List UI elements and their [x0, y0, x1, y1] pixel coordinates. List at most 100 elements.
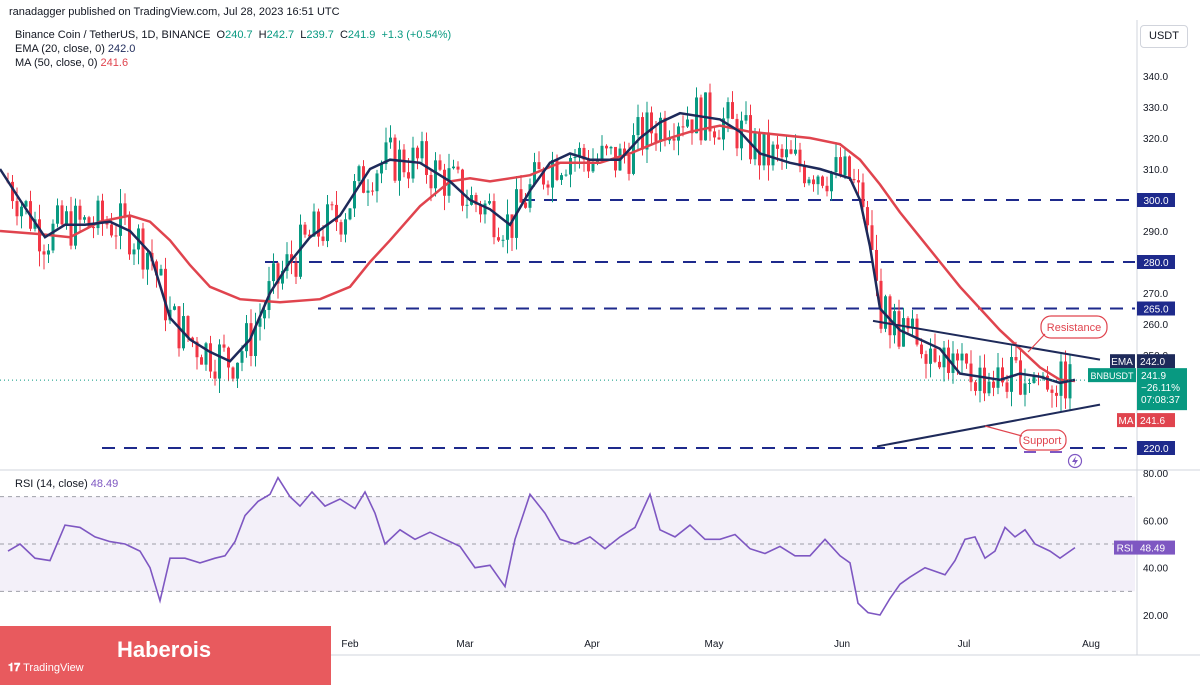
candle-body: [560, 175, 563, 180]
candle-body: [47, 250, 50, 255]
ohlc-l-value: 239.7: [306, 29, 334, 41]
candle-body: [276, 263, 280, 284]
candle-body: [83, 217, 86, 220]
candle-body: [785, 149, 788, 158]
candle-body: [767, 132, 770, 166]
time-tick-label: May: [705, 639, 724, 650]
candle-body: [789, 149, 793, 154]
candle-body: [497, 237, 500, 241]
ema-legend[interactable]: EMA (20, close, 0) 242.0: [15, 43, 138, 55]
candle-body: [222, 344, 226, 348]
currency-button[interactable]: USDT: [1140, 25, 1188, 48]
candle-body: [429, 174, 433, 189]
candle-body: [969, 363, 973, 383]
candle-body: [488, 201, 491, 204]
ma-tag-box: [1117, 413, 1135, 428]
candle-body: [335, 204, 338, 223]
candle-body: [771, 144, 775, 166]
ema-tag-value: 242.0: [1140, 357, 1165, 368]
rsi-legend[interactable]: RSI (14, close) 48.49: [15, 478, 121, 490]
candle-body: [573, 157, 577, 159]
candle-body: [906, 318, 910, 329]
ma-50-line: [0, 124, 1076, 383]
candle-body: [281, 270, 284, 284]
price-tag-change: −26.11%: [1141, 383, 1180, 394]
candle-body: [974, 382, 977, 391]
support-trendline: [876, 403, 1101, 448]
candle-body: [960, 353, 964, 361]
candle-body: [933, 348, 937, 362]
ema-tag-value-bg: [1137, 354, 1175, 369]
candle-body: [681, 126, 685, 128]
indicator-lines: [0, 111, 1135, 385]
candle-body: [731, 102, 734, 119]
rsi-tick-label: 40.00: [1143, 564, 1168, 575]
candle-body: [65, 211, 68, 225]
candle-body: [465, 204, 469, 206]
candle-body: [110, 224, 113, 236]
candle-body: [303, 224, 307, 235]
level-tag: [1137, 193, 1175, 207]
candle-body: [452, 166, 455, 169]
candle-body: [645, 112, 649, 150]
rsi-legend-value: 48.49: [90, 478, 119, 490]
candle-body: [240, 351, 244, 363]
support-annotation: Support: [984, 425, 1067, 453]
candle-body: [506, 214, 509, 240]
candle-body: [461, 169, 464, 206]
candle-body: [357, 166, 361, 182]
candle-body: [866, 207, 869, 226]
candle-body: [915, 318, 919, 345]
lightning-icon[interactable]: [1067, 453, 1083, 469]
candle-body: [195, 341, 199, 358]
candle-body: [456, 166, 460, 170]
symbol-legend[interactable]: Binance Coin / TetherUS, 1D, BINANCE O24…: [15, 29, 454, 41]
candle-body: [407, 172, 410, 179]
candle-body: [384, 142, 388, 165]
price-tag-timer: 07:08:37: [1141, 395, 1180, 406]
candle-body: [816, 176, 820, 185]
candle-body: [834, 157, 838, 173]
support-label: Support: [1023, 435, 1062, 447]
candle-body: [992, 381, 995, 388]
candle-body: [15, 201, 19, 217]
candle-body: [159, 268, 163, 276]
candle-body: [1055, 392, 1058, 396]
rsi-legend-label: RSI (14, close): [15, 478, 88, 490]
candle-body: [438, 160, 442, 170]
author-name: ranadagger: [9, 6, 66, 18]
candle-body: [654, 133, 658, 142]
candle-body: [272, 263, 275, 282]
ma-legend[interactable]: MA (50, close, 0) 241.6: [15, 57, 131, 69]
candle-body: [155, 261, 158, 276]
candle-body: [713, 131, 716, 138]
watermark-banner: Haberois: [0, 626, 331, 685]
candle-body: [744, 115, 748, 121]
candle-body: [483, 203, 487, 215]
price-tick-label: 270.0: [1143, 289, 1168, 300]
candle-body: [776, 144, 779, 149]
candle-body: [587, 159, 590, 172]
rsi-line: [7, 476, 1076, 616]
ohlc-o-label: O: [216, 29, 226, 41]
candle-body: [510, 214, 514, 238]
candle-body: [965, 353, 968, 364]
price-tick-label: 260.0: [1143, 320, 1168, 331]
candle-body: [146, 252, 149, 270]
candle-body: [672, 138, 676, 141]
candle-body: [254, 326, 257, 357]
candle-body: [101, 200, 104, 223]
candle-body: [245, 323, 248, 352]
candle-body: [51, 223, 55, 251]
price-tag-bg: [1137, 368, 1187, 411]
candle-body: [636, 117, 640, 136]
candle-body: [924, 354, 928, 364]
support-bubble: [1019, 429, 1067, 451]
candle-body: [708, 92, 712, 132]
candle-body: [96, 200, 100, 229]
candle-body: [1010, 357, 1013, 392]
tradingview-logo[interactable]: 𝟏𝟕 TradingView: [8, 662, 84, 675]
candle-body: [20, 206, 23, 217]
candle-body: [344, 219, 347, 235]
